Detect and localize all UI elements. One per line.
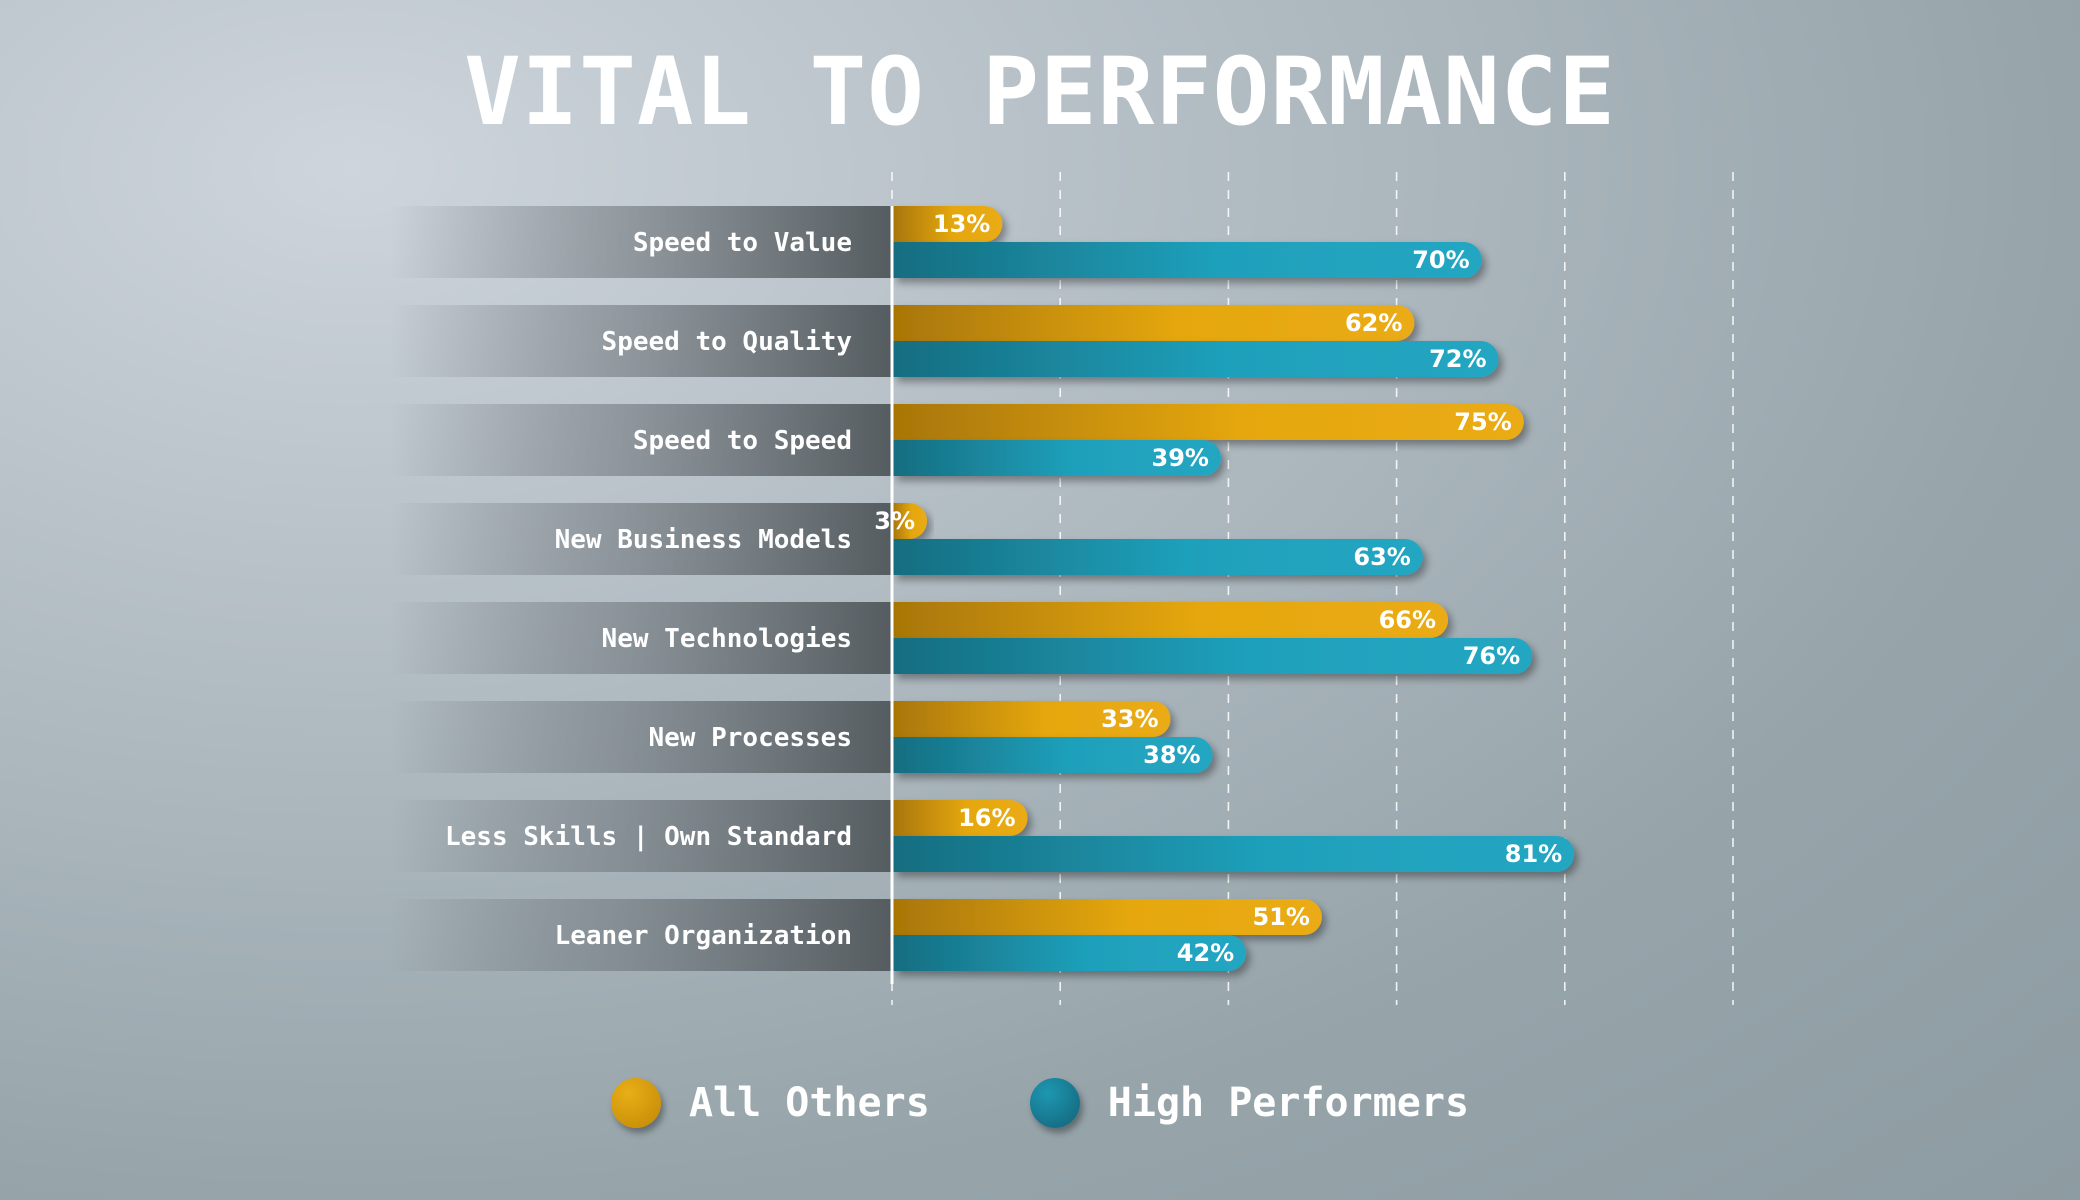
bar-high-performers [893, 638, 1533, 674]
data-label: 38% [1143, 741, 1200, 769]
data-label: 33% [1101, 705, 1158, 733]
data-label: 42% [1177, 939, 1234, 967]
legend-item-high-performers[interactable]: High Performers [1029, 1078, 1470, 1128]
bar-high-performers [893, 737, 1213, 773]
data-label: 70% [1412, 246, 1469, 274]
category-band [390, 206, 892, 278]
category-label: Leaner Organization [555, 921, 852, 951]
bar-high-performers [893, 440, 1221, 476]
category-label: Speed to Quality [602, 327, 852, 357]
category-band [390, 305, 892, 377]
legend: All Others High Performers [0, 1078, 2080, 1128]
bar-all-others [893, 899, 1322, 935]
category-band [390, 899, 892, 971]
bar-high-performers [893, 341, 1499, 377]
bar-all-others [893, 800, 1028, 836]
data-label: 13% [933, 210, 990, 238]
data-label: 81% [1505, 840, 1562, 868]
chart-title: VITAL TO PERFORMANCE [464, 38, 1616, 147]
legend-label: High Performers [1107, 1080, 1470, 1126]
category-band [390, 800, 892, 872]
data-label: 76% [1463, 642, 1520, 670]
legend-item-all-others[interactable]: All Others [610, 1078, 930, 1128]
category-label: Speed to Value [633, 228, 852, 258]
data-label: 62% [1345, 309, 1402, 337]
bar-high-performers [893, 539, 1423, 575]
legend-label: All Others [688, 1080, 930, 1126]
category-label: New Technologies [602, 624, 852, 654]
bar-high-performers [893, 935, 1247, 971]
bar-all-others [893, 404, 1524, 440]
bar-chart: Speed to Value Speed to Quality Speed to S… [390, 206, 1575, 971]
data-label: 51% [1252, 903, 1309, 931]
legend-dot-icon [610, 1078, 661, 1128]
bar-all-others [893, 701, 1171, 737]
data-label: 39% [1152, 444, 1209, 472]
category-label: Less Skills | Own Standard [445, 822, 852, 852]
data-label: 3% [874, 507, 915, 535]
category-band [390, 404, 892, 476]
bar-all-others [893, 503, 927, 539]
bar-all-others [893, 206, 1003, 242]
bar-all-others [893, 305, 1415, 341]
bar-high-performers [893, 836, 1575, 872]
data-label: 75% [1454, 408, 1511, 436]
category-label: New Processes [649, 723, 853, 753]
bar-high-performers [893, 242, 1482, 278]
category-band [390, 503, 892, 575]
data-label: 66% [1379, 606, 1436, 634]
category-label: New Business Models [555, 525, 852, 555]
data-label: 72% [1429, 345, 1486, 373]
data-label: 63% [1353, 543, 1410, 571]
legend-dot-icon [1029, 1078, 1080, 1128]
category-label: Speed to Speed [633, 426, 852, 456]
category-band [390, 602, 892, 674]
bar-all-others [893, 602, 1449, 638]
data-label: 16% [958, 804, 1015, 832]
category-band [390, 701, 892, 773]
